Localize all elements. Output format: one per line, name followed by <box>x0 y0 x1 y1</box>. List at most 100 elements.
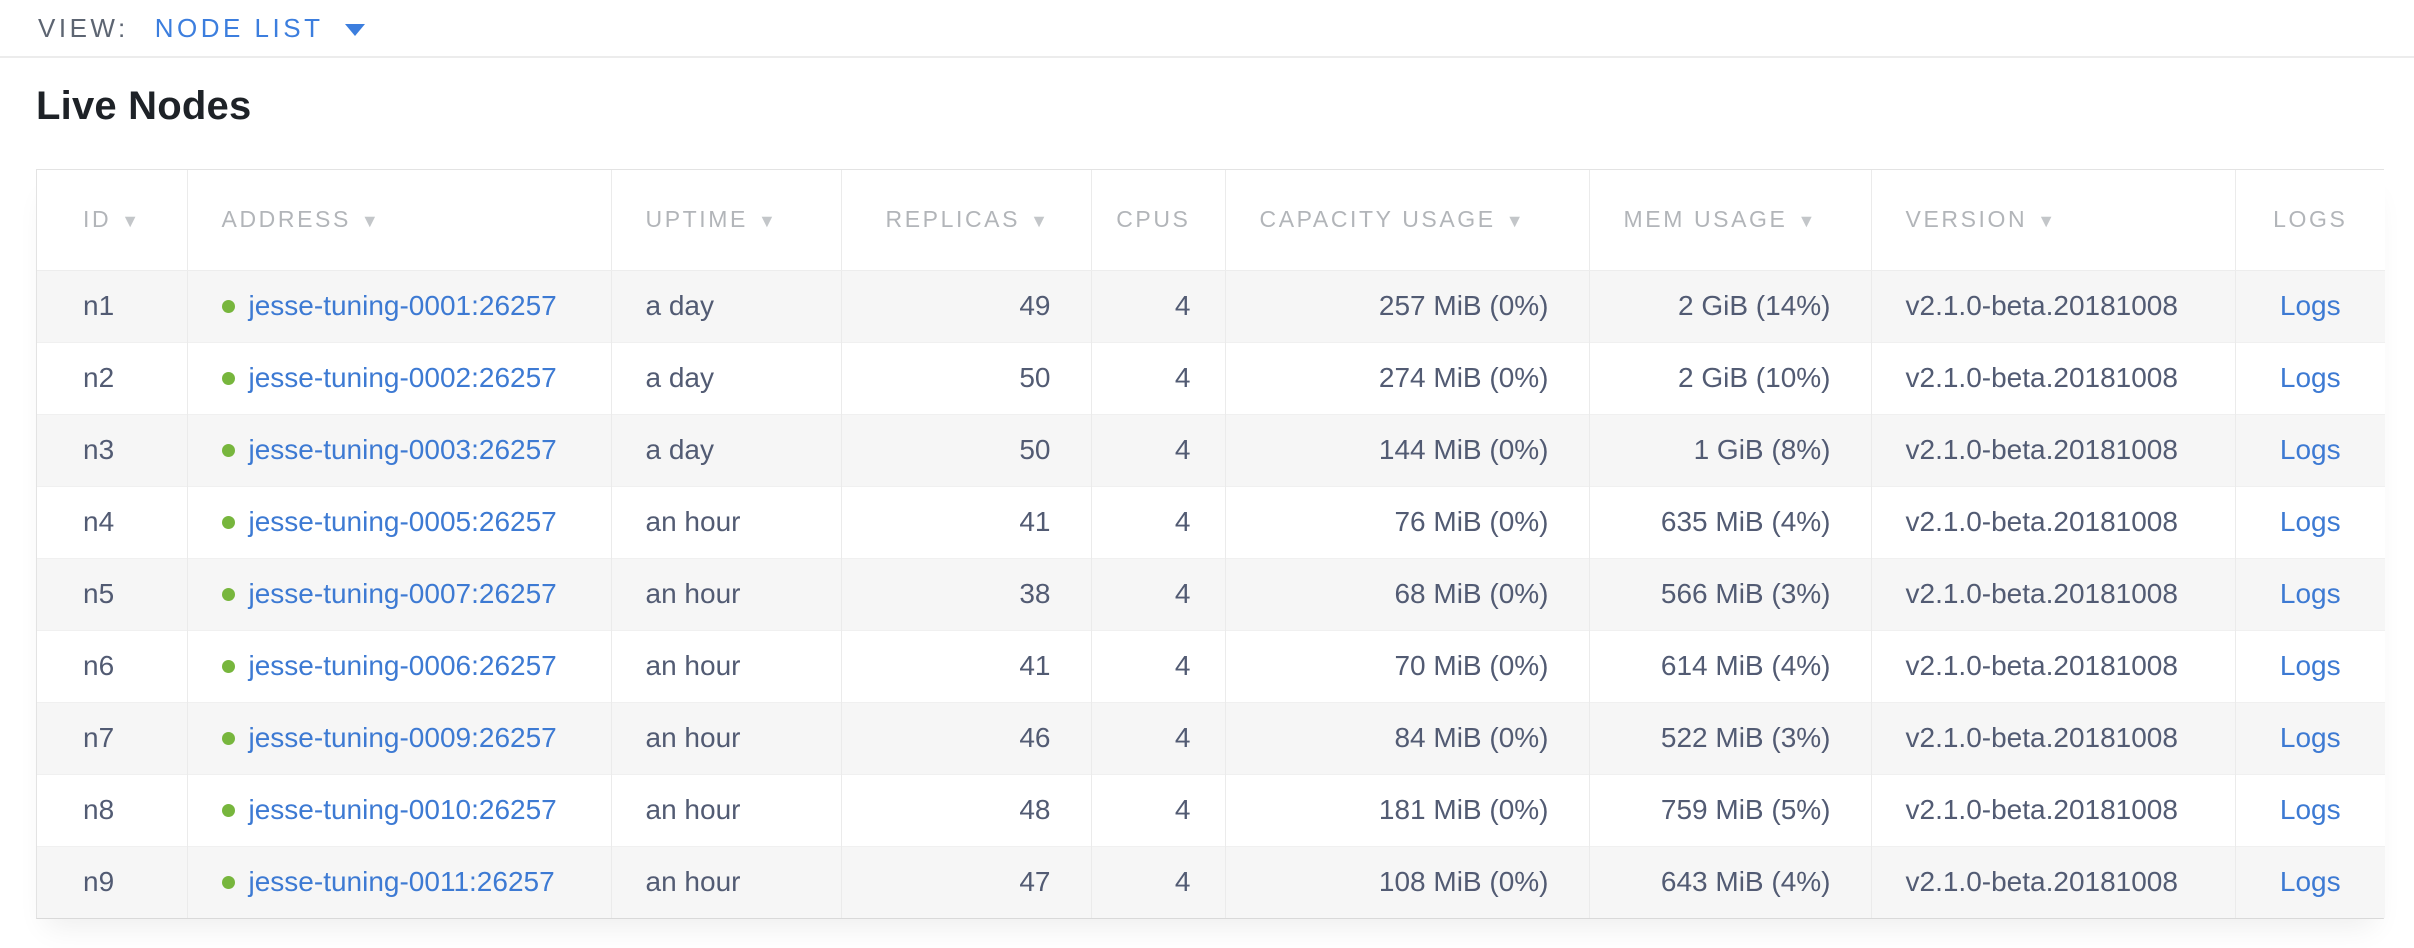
table-row: n4 jesse-tuning-0005:26257 an hour 41 4 76 Mi… <box>37 486 2385 558</box>
node-address-link[interactable]: jesse-tuning-0002:26257 <box>248 362 557 393</box>
node-uptime-cell: an hour <box>610 486 841 558</box>
node-mem-cell: 1 GiB (8%) <box>1588 414 1871 486</box>
column-header-label: UPTIME <box>645 206 748 233</box>
node-mem-cell: 643 MiB (4%) <box>1588 846 1871 918</box>
node-address-cell: jesse-tuning-0002:26257 <box>186 342 611 414</box>
view-select-dropdown[interactable]: NODE LIST <box>155 13 366 44</box>
table-row: n9 jesse-tuning-0011:26257 an hour 47 4 108 M… <box>37 846 2385 918</box>
column-header-label: CAPACITY USAGE <box>1259 206 1496 233</box>
node-address-cell: jesse-tuning-0009:26257 <box>186 702 611 774</box>
node-replicas-cell: 41 <box>840 630 1091 702</box>
node-address-link[interactable]: jesse-tuning-0010:26257 <box>248 794 557 825</box>
column-header-replicas[interactable]: REPLICAS ▼ <box>840 170 1091 271</box>
node-logs-link[interactable]: Logs <box>2279 362 2341 393</box>
node-version-cell: v2.1.0-beta.20181008 <box>1870 846 2235 918</box>
node-cpus-cell: 4 <box>1090 558 1225 630</box>
node-address-link[interactable]: jesse-tuning-0001:26257 <box>248 290 557 321</box>
node-uptime-cell: a day <box>610 342 841 414</box>
node-replicas-cell: 49 <box>840 270 1091 342</box>
table-row: n2 jesse-tuning-0002:26257 a day 50 4 274 MiB… <box>37 342 2385 414</box>
table-header-row: ID ▼ ADDRESS ▼ UPTIME ▼ REPLICAS ▼ CPUS CAPACITY … <box>37 170 2385 271</box>
node-version-cell: v2.1.0-beta.20181008 <box>1870 342 2235 414</box>
node-replicas-cell: 47 <box>840 846 1091 918</box>
node-logs-link[interactable]: Logs <box>2279 434 2341 465</box>
node-live-status-icon <box>221 444 235 457</box>
node-capacity-cell: 70 MiB (0%) <box>1224 630 1589 702</box>
node-address-cell: jesse-tuning-0010:26257 <box>186 774 611 846</box>
node-id-cell: n4 <box>83 506 115 537</box>
node-list-table: ID ▼ ADDRESS ▼ UPTIME ▼ REPLICAS ▼ CPUS CAPACITY … <box>37 170 2385 918</box>
node-address-link[interactable]: jesse-tuning-0005:26257 <box>248 506 557 537</box>
node-mem-cell: 2 GiB (10%) <box>1588 342 1871 414</box>
node-logs-cell: Logs <box>2234 558 2385 630</box>
node-logs-link[interactable]: Logs <box>2279 794 2341 825</box>
node-replicas-cell: 50 <box>840 342 1091 414</box>
node-cpus-cell: 4 <box>1090 486 1225 558</box>
node-logs-link[interactable]: Logs <box>2279 506 2341 537</box>
node-replicas-cell: 48 <box>840 774 1091 846</box>
table-row: n7 jesse-tuning-0009:26257 an hour 46 4 84 Mi… <box>37 702 2385 774</box>
node-live-status-icon <box>221 876 235 890</box>
column-header-cpus: CPUS <box>1090 170 1225 271</box>
column-header-mem[interactable]: MEM USAGE ▼ <box>1588 170 1871 271</box>
node-address-cell: jesse-tuning-0001:26257 <box>186 270 611 342</box>
node-logs-link[interactable]: Logs <box>2279 722 2341 753</box>
node-logs-cell: Logs <box>2234 846 2385 918</box>
node-version-cell: v2.1.0-beta.20181008 <box>1870 774 2235 846</box>
node-address-link[interactable]: jesse-tuning-0006:26257 <box>248 650 557 681</box>
column-header-capacity[interactable]: CAPACITY USAGE ▼ <box>1224 170 1589 271</box>
node-live-status-icon <box>221 660 235 673</box>
node-logs-link[interactable]: Logs <box>2279 578 2341 609</box>
node-logs-link[interactable]: Logs <box>2279 290 2341 321</box>
node-live-status-icon <box>221 804 235 817</box>
node-capacity-cell: 257 MiB (0%) <box>1224 270 1589 342</box>
node-logs-cell: Logs <box>2234 702 2385 774</box>
sort-desc-icon: ▼ <box>1505 211 1527 232</box>
node-live-status-icon <box>221 588 235 601</box>
node-logs-cell: Logs <box>2234 414 2385 486</box>
column-header-version[interactable]: VERSION ▼ <box>1870 170 2235 271</box>
node-address-link[interactable]: jesse-tuning-0003:26257 <box>248 434 557 465</box>
node-address-link[interactable]: jesse-tuning-0009:26257 <box>248 722 557 753</box>
node-logs-link[interactable]: Logs <box>2279 866 2341 898</box>
node-logs-cell: Logs <box>2234 486 2385 558</box>
node-address-cell: jesse-tuning-0005:26257 <box>186 486 611 558</box>
column-header-address[interactable]: ADDRESS ▼ <box>186 170 611 271</box>
node-logs-link[interactable]: Logs <box>2279 650 2341 681</box>
node-version-cell: v2.1.0-beta.20181008 <box>1870 486 2235 558</box>
node-id-cell: n2 <box>83 362 115 393</box>
node-cpus-cell: 4 <box>1090 774 1225 846</box>
node-capacity-cell: 144 MiB (0%) <box>1224 414 1589 486</box>
node-address-cell: jesse-tuning-0007:26257 <box>186 558 611 630</box>
node-mem-cell: 759 MiB (5%) <box>1588 774 1871 846</box>
node-capacity-cell: 76 MiB (0%) <box>1224 486 1589 558</box>
node-uptime-cell: an hour <box>610 702 841 774</box>
column-header-label: ID <box>83 206 112 233</box>
node-uptime-cell: an hour <box>610 558 841 630</box>
node-capacity-cell: 274 MiB (0%) <box>1224 342 1589 414</box>
node-mem-cell: 635 MiB (4%) <box>1588 486 1871 558</box>
table-row: n5 jesse-tuning-0007:26257 an hour 38 4 68 Mi… <box>37 558 2385 630</box>
view-bar: VIEW: NODE LIST <box>0 0 2414 58</box>
node-capacity-cell: 181 MiB (0%) <box>1224 774 1589 846</box>
node-mem-cell: 614 MiB (4%) <box>1588 630 1871 702</box>
node-address-link[interactable]: jesse-tuning-0007:26257 <box>248 578 557 609</box>
node-cpus-cell: 4 <box>1090 630 1225 702</box>
table-row: n8 jesse-tuning-0010:26257 an hour 48 4 181 M… <box>37 774 2385 846</box>
node-logs-cell: Logs <box>2234 270 2385 342</box>
column-header-label: VERSION <box>1905 206 2028 233</box>
node-id-cell: n7 <box>83 722 115 753</box>
view-label: VIEW: <box>38 12 129 43</box>
node-replicas-cell: 46 <box>840 702 1091 774</box>
sort-desc-icon: ▼ <box>121 211 142 232</box>
column-header-uptime[interactable]: UPTIME ▼ <box>610 170 841 271</box>
node-uptime-cell: an hour <box>610 630 841 702</box>
node-id-cell: n1 <box>83 290 115 321</box>
node-logs-cell: Logs <box>2234 774 2385 846</box>
node-capacity-cell: 68 MiB (0%) <box>1224 558 1589 630</box>
node-uptime-cell: a day <box>610 414 841 486</box>
column-header-label: CPUS <box>1116 206 1191 233</box>
column-header-id[interactable]: ID ▼ <box>37 170 187 271</box>
node-version-cell: v2.1.0-beta.20181008 <box>1870 270 2235 342</box>
node-address-link[interactable]: jesse-tuning-0011:26257 <box>248 866 555 898</box>
